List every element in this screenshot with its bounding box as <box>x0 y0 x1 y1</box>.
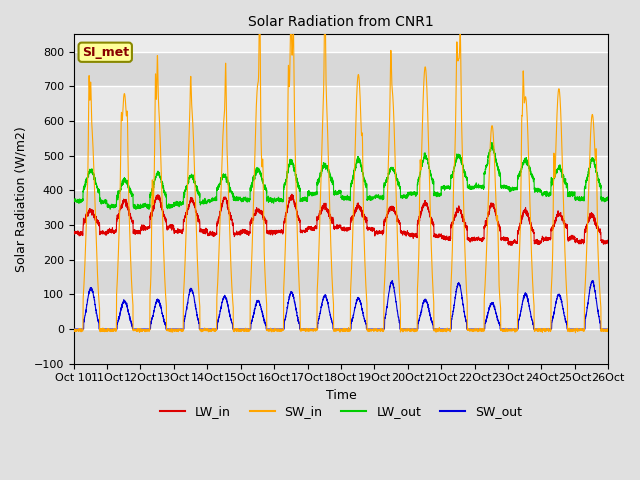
X-axis label: Time: Time <box>326 389 356 402</box>
Bar <box>74 191 608 225</box>
Bar <box>74 294 608 329</box>
Bar <box>74 121 608 156</box>
Title: Solar Radiation from CNR1: Solar Radiation from CNR1 <box>248 15 434 29</box>
Bar <box>74 86 608 121</box>
Text: SI_met: SI_met <box>82 46 129 59</box>
Legend: LW_in, SW_in, LW_out, SW_out: LW_in, SW_in, LW_out, SW_out <box>155 400 527 423</box>
Bar <box>74 260 608 294</box>
Bar <box>74 225 608 260</box>
Bar <box>74 329 608 364</box>
Bar <box>74 156 608 191</box>
Y-axis label: Solar Radiation (W/m2): Solar Radiation (W/m2) <box>15 126 28 272</box>
Bar <box>74 52 608 86</box>
